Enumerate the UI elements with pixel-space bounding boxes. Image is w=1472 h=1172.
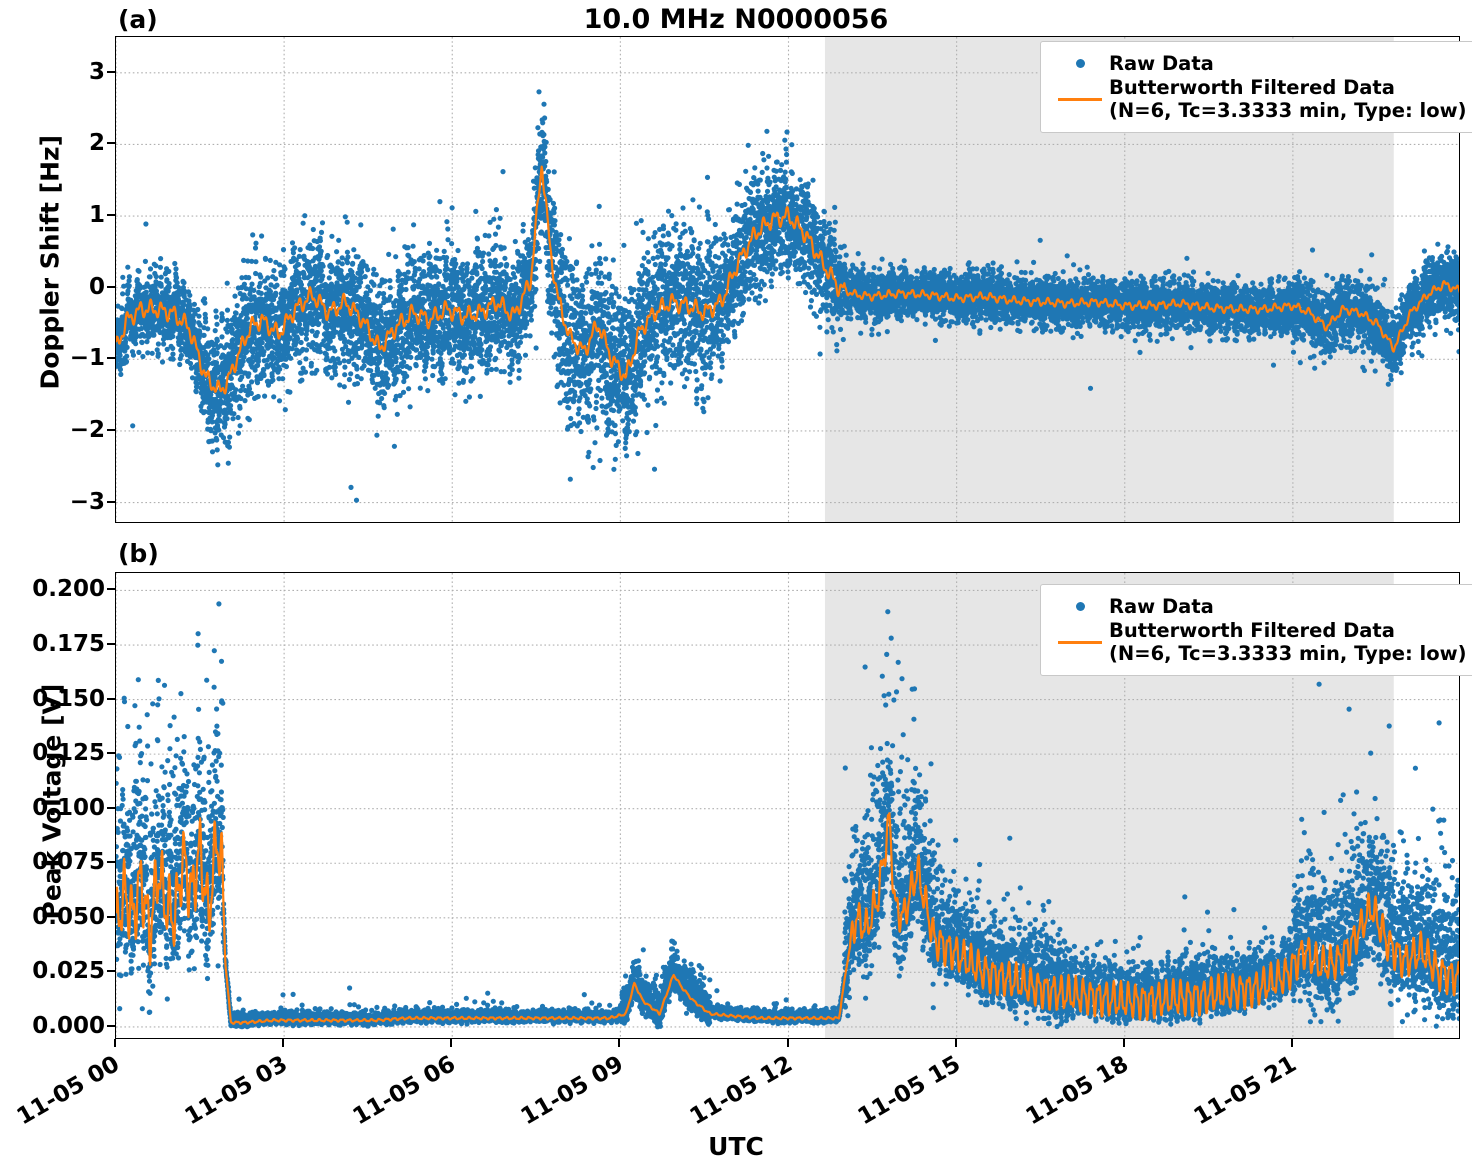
x-tick-mark [114, 1039, 116, 1047]
panel-a-legend: Raw Data Butterworth Filtered Data (N=6,… [1040, 41, 1472, 133]
legend-raw-label: Raw Data [1109, 595, 1214, 618]
panel-a-y-tick-mark [107, 214, 115, 217]
legend-raw-label: Raw Data [1109, 52, 1214, 75]
panel-b-y-tick-mark [107, 643, 115, 645]
panel-a-y-tick-label: −3 [69, 488, 105, 515]
legend-filtered-line-icon [1051, 97, 1109, 101]
x-tick-mark [786, 1039, 789, 1047]
x-tick-label: 11-05 12 [685, 1051, 797, 1131]
x-tick-mark [1122, 1039, 1125, 1047]
panel-a-y-tick-label: −2 [69, 416, 105, 443]
x-tick-label: 11-05 09 [517, 1051, 629, 1131]
legend-raw-marker-icon [1051, 59, 1109, 68]
panel-b-y-tick-mark [107, 915, 115, 918]
panel-b-legend: Raw Data Butterworth Filtered Data (N=6,… [1040, 584, 1472, 676]
legend-row-raw: Raw Data [1051, 52, 1467, 75]
legend-row-raw: Raw Data [1051, 595, 1467, 618]
x-axis-label: UTC [708, 1132, 764, 1161]
legend-filtered-label: Butterworth Filtered Data (N=6, Tc=3.333… [1109, 619, 1467, 665]
panel-b-y-tick-mark [107, 861, 115, 864]
panel-a-y-tick-mark [107, 357, 115, 360]
panel-b-y-tick-mark [107, 970, 115, 973]
panel-a-label: (a) [118, 5, 158, 34]
legend-filtered-label-line2: (N=6, Tc=3.3333 min, Type: low) [1109, 642, 1467, 665]
x-tick-label: 11-05 03 [180, 1051, 293, 1131]
panel-b-y-tick-mark [107, 697, 115, 700]
legend-row-filtered: Butterworth Filtered Data (N=6, Tc=3.333… [1051, 619, 1467, 665]
panel-a-y-tick-label: 3 [88, 58, 105, 85]
panel-b-y-tick-label: 0.150 [32, 685, 105, 712]
legend-filtered-line-icon [1051, 640, 1109, 644]
panel-b-y-tick-label: 0.075 [32, 849, 105, 876]
legend-filtered-label: Butterworth Filtered Data (N=6, Tc=3.333… [1109, 76, 1467, 122]
panel-a-y-tick-label: 2 [88, 130, 105, 157]
x-tick-label: 11-05 21 [1189, 1051, 1301, 1131]
panel-b-y-tick-mark [107, 806, 115, 809]
panel-a-y-tick-label: −1 [69, 345, 105, 372]
panel-a-y-tick-mark [107, 70, 115, 73]
panel-a-y-tick-mark [107, 285, 115, 288]
panel-b-y-tick-mark [107, 1024, 115, 1027]
panel-b-y-tick-label: 0.200 [32, 576, 105, 603]
x-tick-label: 11-05 06 [348, 1051, 461, 1131]
x-tick-label: 11-05 15 [853, 1051, 965, 1131]
x-tick-mark [282, 1039, 285, 1047]
x-tick-mark [954, 1039, 957, 1047]
figure-title: 10.0 MHz N0000056 [583, 4, 889, 35]
panel-b-y-tick-mark [107, 588, 115, 591]
x-tick-label: 11-05 18 [1021, 1051, 1133, 1131]
panel-b-y-tick-label: 0.125 [32, 740, 105, 767]
panel-b-y-tick-label: 0.175 [32, 631, 105, 657]
panel-a-y-tick-mark [107, 428, 115, 431]
panel-b-label: (b) [118, 539, 159, 568]
legend-filtered-label-line2: (N=6, Tc=3.3333 min, Type: low) [1109, 99, 1467, 122]
panel-a-y-tick-mark [107, 500, 115, 503]
panel-b-y-tick-label: 0.050 [32, 903, 105, 930]
x-tick-label: 11-05 00 [12, 1051, 124, 1131]
x-tick-mark [450, 1039, 453, 1047]
panel-b-y-tick-mark [107, 752, 115, 755]
legend-row-filtered: Butterworth Filtered Data (N=6, Tc=3.333… [1051, 76, 1467, 122]
panel-a-y-tick-mark [107, 142, 115, 145]
legend-filtered-label-line1: Butterworth Filtered Data [1109, 619, 1395, 642]
legend-filtered-label-line1: Butterworth Filtered Data [1109, 76, 1395, 99]
x-tick-mark [618, 1039, 621, 1047]
panel-a-y-tick-label: 1 [88, 202, 105, 229]
panel-b-y-tick-label: 0.025 [32, 958, 105, 985]
panel-b-y-tick-label: 0.100 [32, 794, 105, 821]
x-tick-mark [1290, 1039, 1293, 1047]
panel-a-y-tick-label: 0 [88, 273, 105, 300]
legend-raw-marker-icon [1051, 602, 1109, 611]
panel-b-y-tick-label: 0.000 [32, 1012, 105, 1039]
